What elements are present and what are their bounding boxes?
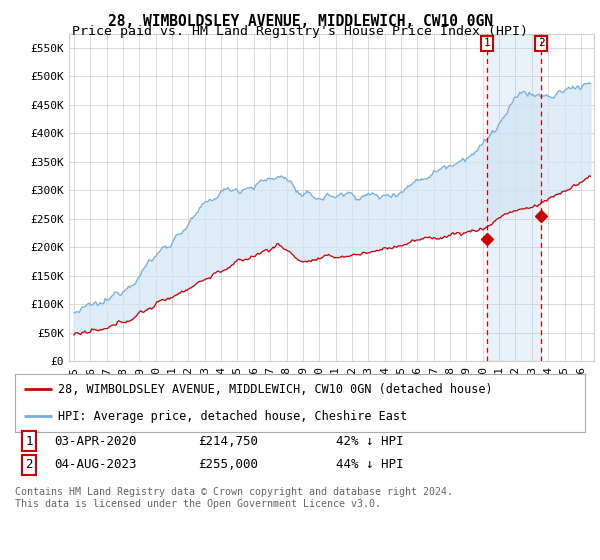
- Text: 28, WIMBOLDSLEY AVENUE, MIDDLEWICH, CW10 0GN (detached house): 28, WIMBOLDSLEY AVENUE, MIDDLEWICH, CW10…: [58, 383, 493, 396]
- Text: 1: 1: [25, 435, 32, 448]
- Text: Contains HM Land Registry data © Crown copyright and database right 2024.
This d: Contains HM Land Registry data © Crown c…: [15, 487, 453, 509]
- Text: 04-AUG-2023: 04-AUG-2023: [54, 458, 137, 472]
- Text: Price paid vs. HM Land Registry's House Price Index (HPI): Price paid vs. HM Land Registry's House …: [72, 25, 528, 38]
- Bar: [487, 34, 541, 361]
- Text: 1: 1: [484, 38, 490, 48]
- Text: 2: 2: [25, 458, 32, 472]
- Text: 03-APR-2020: 03-APR-2020: [54, 435, 137, 448]
- Text: 44% ↓ HPI: 44% ↓ HPI: [336, 458, 404, 472]
- Text: 2: 2: [538, 38, 545, 48]
- Text: 28, WIMBOLDSLEY AVENUE, MIDDLEWICH, CW10 0GN: 28, WIMBOLDSLEY AVENUE, MIDDLEWICH, CW10…: [107, 14, 493, 29]
- Text: 42% ↓ HPI: 42% ↓ HPI: [336, 435, 404, 448]
- Text: £214,750: £214,750: [198, 435, 258, 448]
- Text: HPI: Average price, detached house, Cheshire East: HPI: Average price, detached house, Ches…: [58, 410, 407, 423]
- Text: £255,000: £255,000: [198, 458, 258, 472]
